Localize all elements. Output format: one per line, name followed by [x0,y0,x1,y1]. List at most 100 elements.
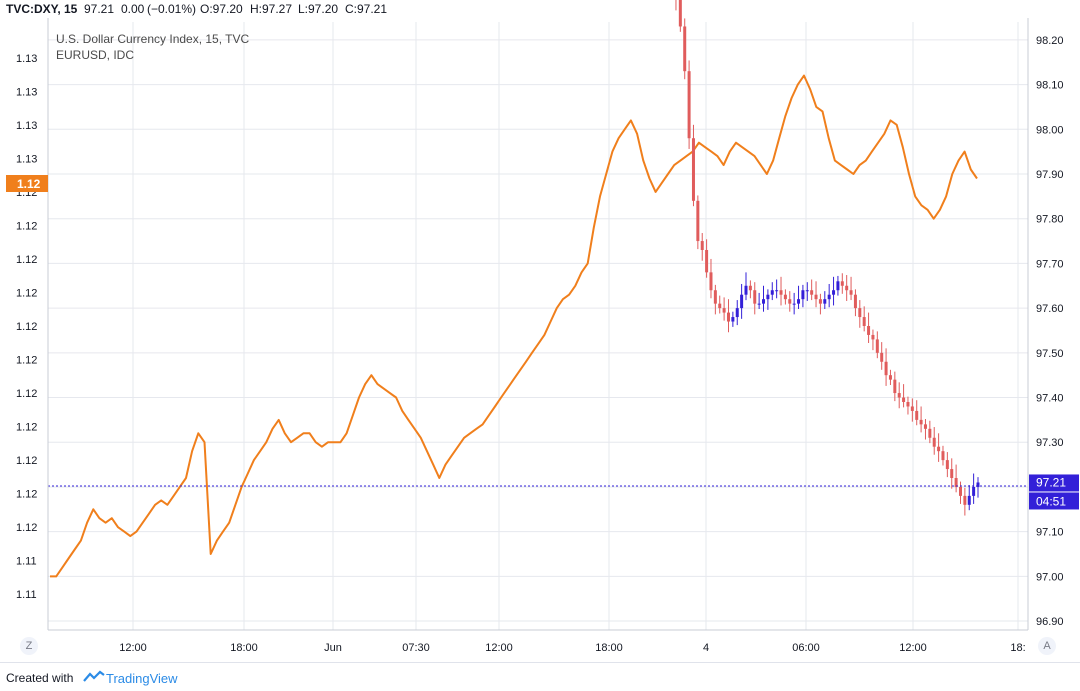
left-axis-tick: 1.11 [16,556,37,568]
candle-body [919,419,923,425]
left-axis-tick: 1.12 [16,455,37,467]
candle-body [902,397,906,402]
candle-body [867,326,871,335]
candle-body [897,393,901,398]
candle-body [915,410,919,420]
right-axis-tick: 98.00 [1036,124,1064,136]
left-current-badge [6,175,48,192]
candle-body [687,71,691,139]
brand-label: TradingView [106,671,178,686]
candle-body [779,290,783,295]
candle-body [853,294,857,309]
right-axis-tick: 97.90 [1036,169,1064,181]
change-percent: (−0.01%) [147,2,197,16]
left-axis-tick: 1.13 [16,120,37,132]
created-with-label: Created with [6,671,74,685]
candle-body [967,495,971,505]
left-axis-tick: 1.12 [16,522,37,534]
candle-body [871,334,875,340]
x-axis-tick: 12:00 [899,642,927,654]
right-price-badge [1029,474,1079,492]
candle-body [792,303,796,305]
right-axis-tick: 98.20 [1036,35,1064,47]
right-axis-tick: 97.30 [1036,437,1064,449]
candle-body [818,299,822,304]
candle-body [709,272,713,291]
candle-body [827,294,831,300]
candle-body [766,294,770,300]
candle-body [753,290,757,304]
candle-body [801,290,805,300]
candle-body [748,285,752,291]
candle-body [770,290,774,295]
candle-body [722,308,726,313]
candle-body [836,281,840,291]
candle-body [832,290,836,295]
right-axis-tick: 97.00 [1036,571,1064,583]
candle-body [744,285,748,295]
candle-body [958,486,962,496]
candle-body [726,312,730,322]
candle-body [906,402,910,407]
x-axis-tick: 07:30 [402,642,430,654]
candle-body [840,281,844,286]
zoom-reset-button[interactable]: Z [20,637,38,655]
candle-body [740,294,744,309]
countdown-badge [1029,492,1079,510]
right-axis-tick: 96.90 [1036,616,1064,628]
main-series-title: U.S. Dollar Currency Index, 15, TVC [56,32,250,46]
candle-body [775,290,779,292]
ohlc-close: C:97.21 [345,2,388,16]
x-axis-tick: 18:00 [230,642,258,654]
candle-body [923,424,927,429]
candle-body [937,446,941,452]
left-axis-tick: 1.12 [16,422,37,434]
change-value: 0.00 [121,2,145,16]
ohlc-open: O:97.20 [200,2,243,16]
right-axis-tick: 97.40 [1036,393,1064,405]
x-axis-tick: 12:00 [119,642,147,654]
candle-body [762,299,766,304]
candle-body [731,317,735,322]
candle-body [928,428,932,438]
candle-body [963,495,967,505]
candle-body [713,290,717,304]
candle-body [700,241,704,250]
compare-series-title: EURUSD, IDC [56,48,135,62]
ohlc-header: TVC:DXY, 15 97.21 0.00 (−0.01%) O:97.20 … [0,0,1080,18]
x-axis-tick: Jun [324,642,342,654]
candle-body [976,482,980,487]
candle-body [888,375,892,380]
tradingview-logo-icon [83,670,105,682]
candle-body [849,290,853,295]
candle-body [910,406,914,411]
candle-body [875,339,879,353]
candle-body [810,290,814,295]
candle-body [678,0,682,27]
candle-body [797,299,801,304]
candle-body [718,303,722,309]
candle-body [683,26,687,72]
candle-body [691,138,695,201]
eurusd-series-line [50,74,978,578]
left-axis-tick: 1.12 [16,355,37,367]
auto-scale-button[interactable]: A [1038,637,1056,655]
right-axis-tick: 97.60 [1036,303,1064,315]
ohlc-low: L:97.20 [298,2,339,16]
x-axis-tick: 18:00 [595,642,623,654]
candle-body [788,299,792,304]
left-axis-tick: 1.13 [16,154,37,166]
left-axis-tick: 1.12 [16,288,37,300]
left-axis-tick: 1.12 [16,321,37,333]
candle-body [805,290,809,292]
candle-body [823,299,827,304]
candle-body [972,486,976,496]
candle-body [862,317,866,326]
symbol-label: TVC:DXY, 15 [6,2,78,16]
candle-body [950,469,954,478]
candle-body [884,361,888,376]
candle-body [783,294,787,300]
x-axis-tick: 18: [1010,642,1025,654]
candle-body [954,478,958,487]
